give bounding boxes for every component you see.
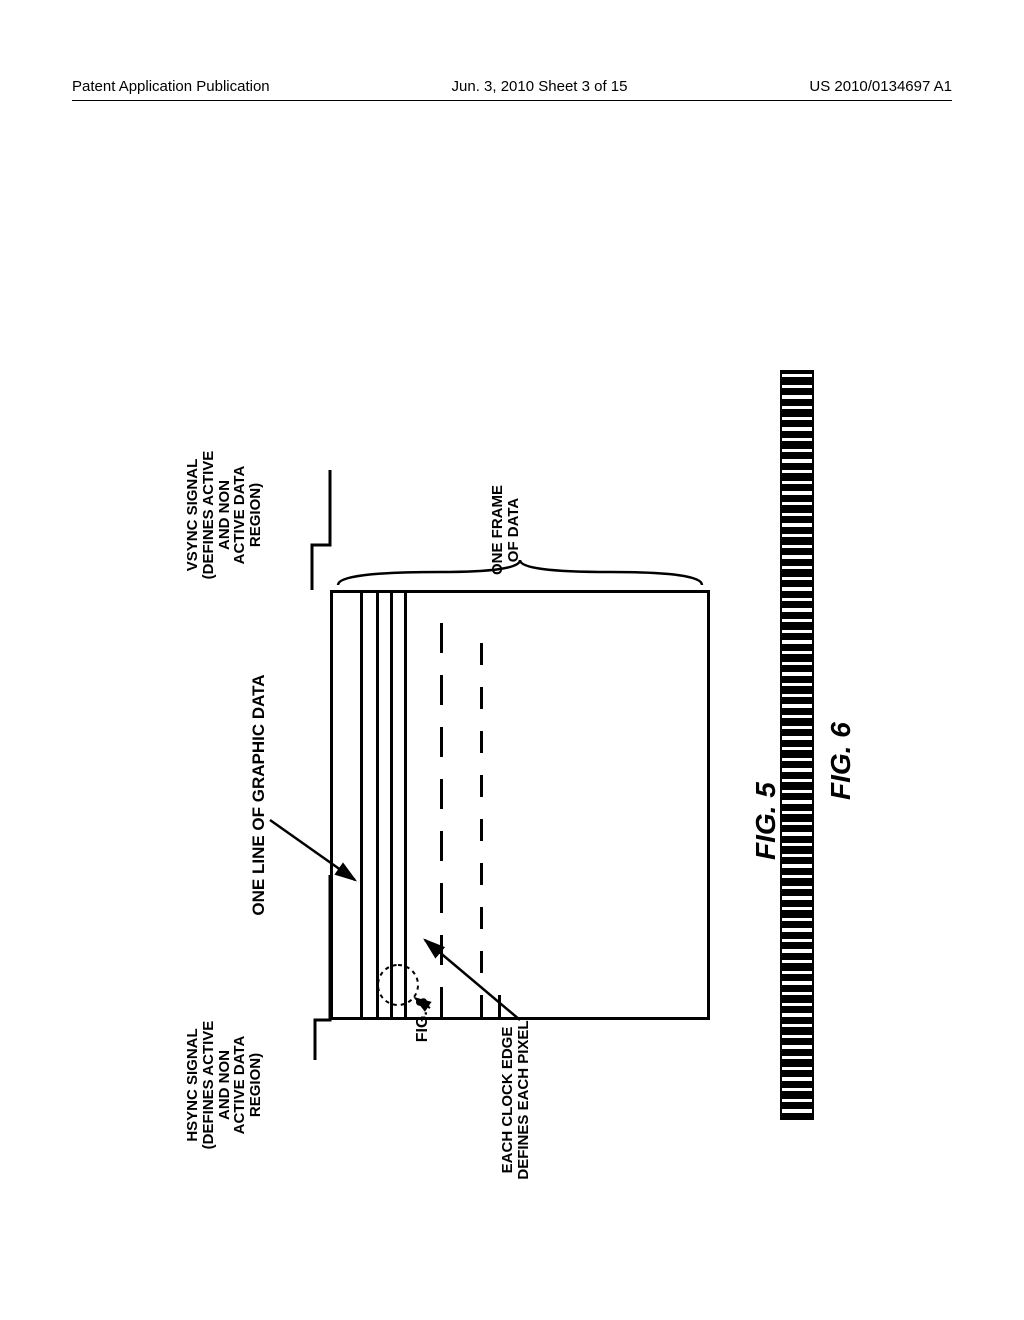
header-rule (72, 100, 952, 101)
fig5-caption: FIG. 5 (750, 782, 782, 860)
fig6-ref-circle (378, 965, 418, 1005)
one-frame-label: ONE FRAME OF DATA (490, 485, 522, 575)
oneline-arrow (270, 820, 355, 880)
header-right: US 2010/0134697 A1 (809, 78, 952, 95)
fig5-data-line (404, 593, 407, 1017)
fig5-data-line (360, 593, 363, 1017)
fig6-caption: FIG. 6 (825, 722, 857, 800)
header-center: Jun. 3, 2010 Sheet 3 of 15 (452, 78, 628, 95)
fig6: FIG. 6 (780, 290, 850, 1120)
clock-label: EACH CLOCK EDGE DEFINES EACH PIXEL (500, 1020, 532, 1180)
page-header: Patent Application Publication Jun. 3, 2… (0, 78, 1024, 95)
oneline-label: ONE LINE OF GRAPHIC DATA (250, 670, 268, 920)
vsync-label: VSYNC SIGNAL (DEFINES ACTIVE AND NON ACT… (185, 440, 264, 590)
rotated-content: HSYNC SIGNAL (DEFINES ACTIVE AND NON ACT… (160, 260, 860, 1160)
fig5-data-line (390, 593, 393, 1017)
figure-area: HSYNC SIGNAL (DEFINES ACTIVE AND NON ACT… (160, 260, 860, 1160)
fig5: HSYNC SIGNAL (DEFINES ACTIVE AND NON ACT… (190, 560, 750, 1120)
hsync-label: HSYNC SIGNAL (DEFINES ACTIVE AND NON ACT… (185, 1010, 264, 1160)
vsync-step (312, 470, 330, 590)
fig5-data-line (376, 593, 379, 1017)
fig6-barcode (780, 370, 814, 1120)
header-left: Patent Application Publication (72, 78, 270, 95)
hsync-step (315, 875, 330, 1060)
